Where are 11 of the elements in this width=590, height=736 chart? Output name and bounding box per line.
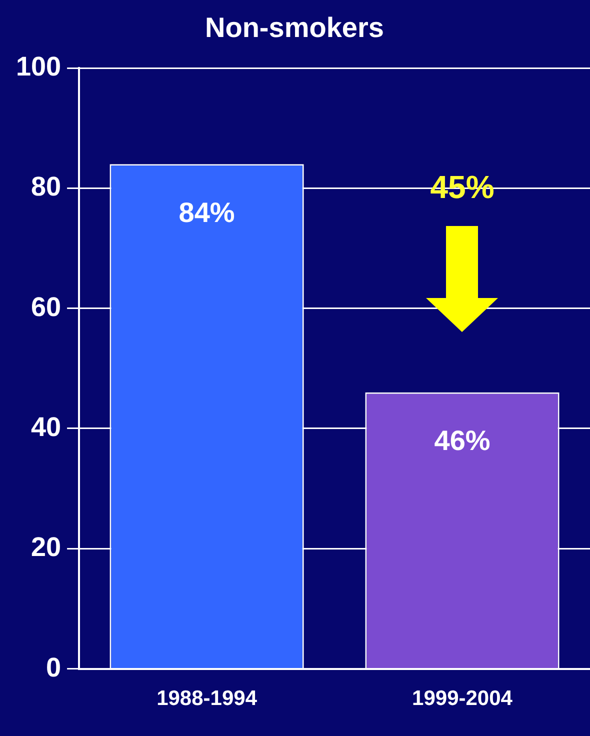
- chart-title: Non-smokers: [205, 12, 384, 44]
- y-tick-label: 0: [46, 652, 62, 682]
- y-tick-label: 80: [31, 172, 62, 202]
- data-label: 84%: [178, 196, 235, 228]
- y-tick-label: 20: [31, 532, 62, 562]
- y-tick-label: 60: [31, 292, 62, 322]
- data-label: 46%: [434, 425, 490, 456]
- y-tick-label: 40: [31, 412, 62, 442]
- y-tick-label: 100: [16, 51, 62, 82]
- x-tick-label: 1988-1994: [156, 687, 258, 710]
- x-tick-label: 1999-2004: [412, 687, 513, 710]
